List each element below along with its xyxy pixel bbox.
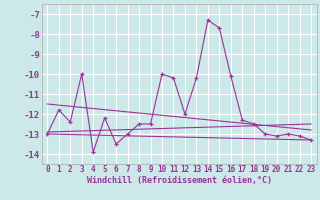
X-axis label: Windchill (Refroidissement éolien,°C): Windchill (Refroidissement éolien,°C) (87, 176, 272, 185)
